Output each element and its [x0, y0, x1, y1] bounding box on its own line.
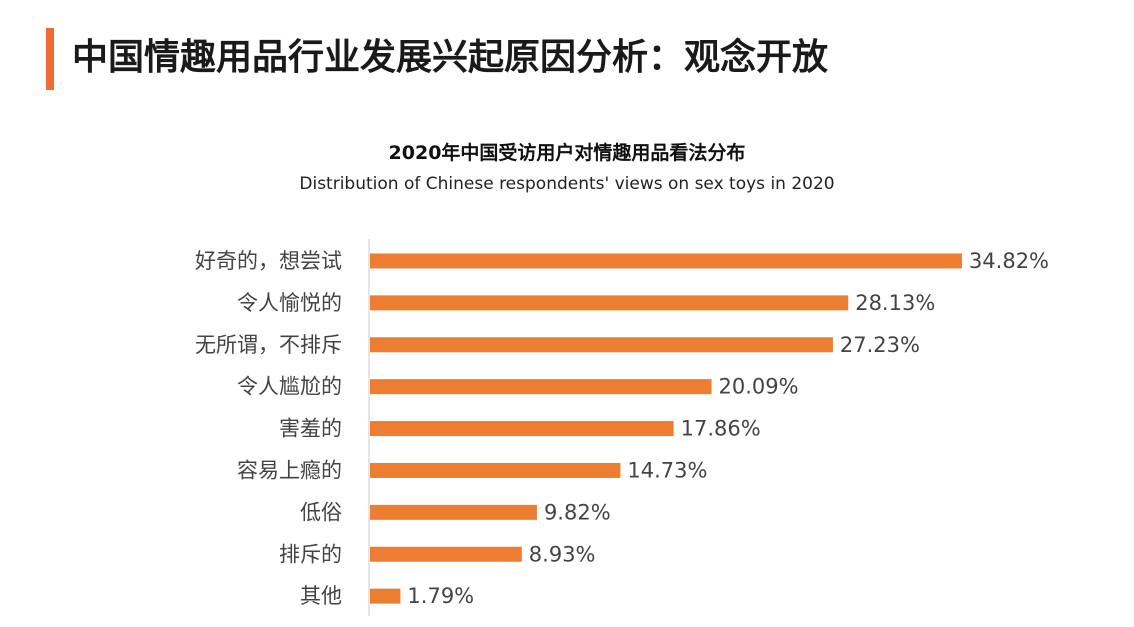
- bar: [370, 295, 849, 311]
- data-label: 8.93%: [529, 542, 596, 566]
- chart-subtitle: Distribution of Chinese respondents' vie…: [299, 174, 835, 194]
- bar: [370, 337, 833, 353]
- data-label: 34.82%: [969, 249, 1049, 273]
- data-label: 28.13%: [855, 291, 935, 315]
- chart-title: 2020年中国受访用户对情趣用品看法分布: [388, 142, 746, 164]
- data-label: 17.86%: [681, 417, 761, 441]
- title-accent-bar: [46, 28, 54, 90]
- bar: [370, 253, 962, 269]
- data-label: 1.79%: [407, 584, 474, 608]
- category-label: 其他: [300, 584, 342, 608]
- bar: [370, 462, 621, 478]
- category-label: 害羞的: [279, 417, 342, 441]
- category-label: 排斥的: [279, 542, 342, 566]
- data-label: 27.23%: [840, 333, 920, 357]
- data-label: 9.82%: [544, 500, 611, 524]
- category-label: 无所谓，不排斥: [195, 333, 342, 357]
- page-title: 中国情趣用品行业发展兴起原因分析：观念开放: [72, 37, 829, 78]
- category-label: 令人尴尬的: [237, 375, 342, 399]
- bar: [370, 588, 401, 604]
- bar: [370, 379, 712, 395]
- bar: [370, 504, 537, 520]
- data-label: 14.73%: [627, 458, 707, 482]
- bar: [370, 421, 674, 437]
- data-label: 20.09%: [719, 375, 799, 399]
- category-label: 低俗: [300, 500, 342, 524]
- category-label: 好奇的，想尝试: [195, 249, 342, 273]
- category-label: 容易上瘾的: [237, 458, 342, 482]
- bars-group: 好奇的，想尝试 34.82% 令人愉悦的 28.13% 无所谓，不排斥 27.23% 令人尴…: [195, 249, 1049, 608]
- category-label: 令人愉悦的: [237, 291, 342, 315]
- bar: [370, 546, 522, 562]
